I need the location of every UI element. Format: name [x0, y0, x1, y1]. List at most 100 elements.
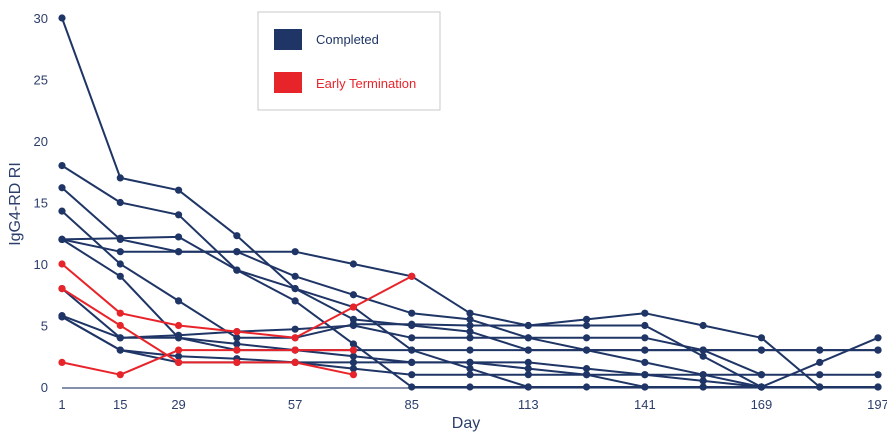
data-point: [116, 174, 124, 182]
data-point: [349, 315, 358, 323]
data-point: [699, 352, 707, 360]
data-point: [699, 377, 707, 385]
data-point: [757, 334, 766, 342]
series-path: [61, 164, 879, 388]
data-point: [582, 346, 591, 354]
data-point: [524, 358, 532, 366]
y-tick-label: 25: [34, 73, 48, 88]
y-tick-label: 0: [41, 380, 48, 395]
y-axis-title: IgG4-RD RI: [7, 162, 24, 246]
data-point: [116, 260, 124, 268]
data-point: [874, 334, 882, 342]
data-point: [58, 235, 66, 243]
data-point: [466, 358, 474, 366]
data-point: [233, 328, 241, 336]
data-point: [466, 346, 474, 354]
data-point: [816, 358, 824, 366]
data-point: [291, 325, 299, 333]
legend: Completed Early Termination: [257, 11, 441, 111]
data-point: [524, 334, 532, 342]
data-point: [116, 309, 124, 317]
data-point: [641, 321, 649, 330]
series-line: [58, 346, 358, 379]
x-tick-label: 169: [751, 397, 773, 412]
legend-swatch-completed: [274, 29, 302, 50]
data-point: [466, 321, 474, 330]
data-point: [524, 383, 532, 391]
data-point: [408, 321, 416, 330]
data-point: [291, 285, 299, 293]
y-tick-label: 5: [41, 319, 48, 334]
data-point: [582, 321, 591, 330]
data-point: [174, 346, 183, 354]
data-point: [816, 346, 824, 354]
data-point: [116, 321, 124, 330]
data-point: [816, 383, 824, 391]
data-point: [699, 346, 707, 354]
series-path: [61, 238, 821, 388]
data-point: [291, 272, 299, 280]
data-point: [582, 383, 591, 391]
data-point: [757, 371, 766, 379]
x-tick-label: 29: [171, 397, 185, 412]
data-point: [524, 364, 532, 373]
data-point: [58, 358, 66, 366]
data-point: [874, 371, 882, 379]
data-point: [582, 371, 591, 379]
y-axis-title-text: IgG4-RD RI: [7, 162, 24, 246]
x-axis-ticks: 1 15 29 57 85 113 141 169 197: [58, 397, 887, 412]
data-point: [291, 248, 299, 256]
data-point: [174, 352, 183, 360]
y-axis-ticks: 0 5 10 15 20 25 30: [34, 11, 48, 395]
data-point: [466, 334, 474, 342]
data-point: [699, 371, 707, 379]
data-point: [233, 334, 241, 342]
data-point: [874, 383, 882, 391]
data-point: [116, 371, 124, 379]
data-point: [466, 383, 474, 391]
data-point: [524, 346, 532, 354]
data-point: [349, 358, 358, 366]
legend-swatch-early-termination: [274, 72, 302, 93]
data-point: [582, 334, 591, 342]
data-point: [233, 340, 241, 348]
x-tick-label: 15: [113, 397, 127, 412]
data-point: [699, 321, 707, 330]
data-point: [58, 285, 66, 293]
data-point: [408, 334, 416, 342]
series-line: [58, 313, 882, 391]
data-point: [291, 297, 299, 305]
y-tick-label: 15: [34, 196, 48, 211]
data-point: [408, 383, 416, 391]
data-point: [349, 291, 358, 299]
x-tick-label: 113: [518, 397, 539, 412]
data-point: [641, 358, 649, 366]
data-point: [408, 346, 416, 354]
data-point: [349, 352, 358, 360]
y-tick-label: 20: [34, 134, 48, 149]
series-line: [58, 285, 358, 379]
data-point: [233, 346, 241, 354]
data-point: [174, 186, 183, 194]
data-point: [58, 260, 66, 268]
data-point: [582, 364, 591, 373]
data-point: [349, 321, 358, 330]
data-point: [116, 272, 124, 280]
data-point: [816, 371, 824, 379]
data-point: [116, 248, 124, 256]
series-line: [58, 260, 416, 342]
data-point: [524, 321, 532, 330]
data-point: [233, 266, 241, 274]
series-line: [58, 235, 824, 391]
data-point: [641, 371, 649, 379]
data-point: [291, 346, 299, 354]
data-point: [174, 334, 183, 342]
data-point: [757, 346, 766, 354]
data-point: [466, 328, 474, 336]
legend-label-early-termination: Early Termination: [316, 76, 416, 91]
data-point: [349, 346, 358, 354]
series-layer: [58, 14, 882, 391]
data-point: [174, 233, 183, 241]
data-point: [466, 315, 474, 323]
